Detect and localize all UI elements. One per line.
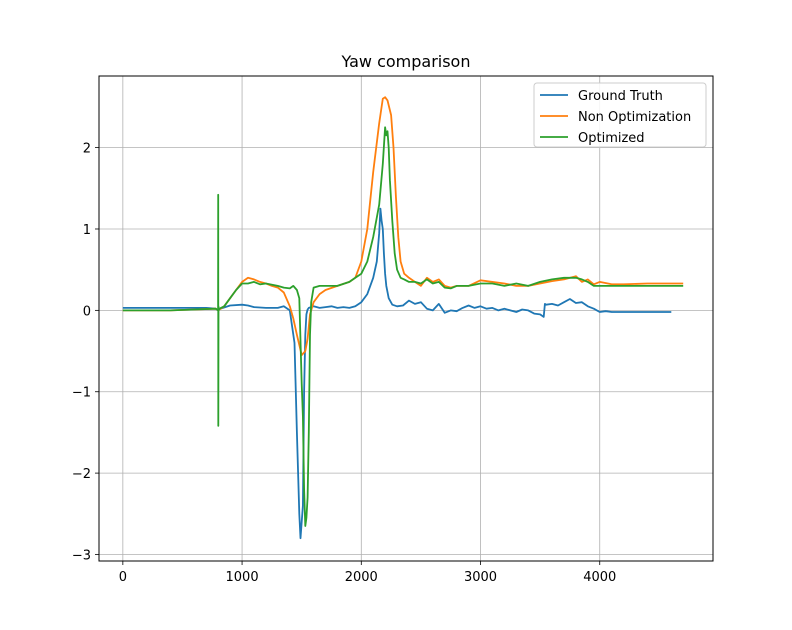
y-tick-label: 1 [83, 223, 91, 238]
legend: Ground Truth Non Optimization Optimized [533, 82, 707, 148]
grid [99, 76, 713, 561]
y-tick-label: −2 [72, 467, 91, 482]
series-line-optimized [122, 126, 684, 527]
y-tick-label: 2 [83, 142, 91, 157]
y-tick-label: 0 [83, 304, 91, 319]
plot-frame [98, 75, 714, 562]
legend-box [533, 82, 707, 148]
x-tick-label: 4000 [583, 570, 616, 585]
y-tick-label: −3 [72, 548, 91, 563]
x-tick-label: 1000 [226, 570, 259, 585]
series-lines [122, 96, 684, 540]
series-line-ground-truth [122, 207, 672, 540]
x-tick-label: 2000 [345, 570, 378, 585]
chart-title: Yaw comparison [341, 52, 471, 71]
axis-ticks: 0 1000 2000 3000 4000 −3 −2 −1 0 1 2 [72, 142, 616, 585]
x-tick-label: 3000 [464, 570, 497, 585]
x-tick-label: 0 [119, 570, 127, 585]
y-tick-label: −1 [72, 386, 91, 401]
legend-label: Non Optimization [578, 110, 691, 125]
legend-label: Ground Truth [578, 89, 663, 104]
legend-label: Optimized [578, 131, 645, 146]
